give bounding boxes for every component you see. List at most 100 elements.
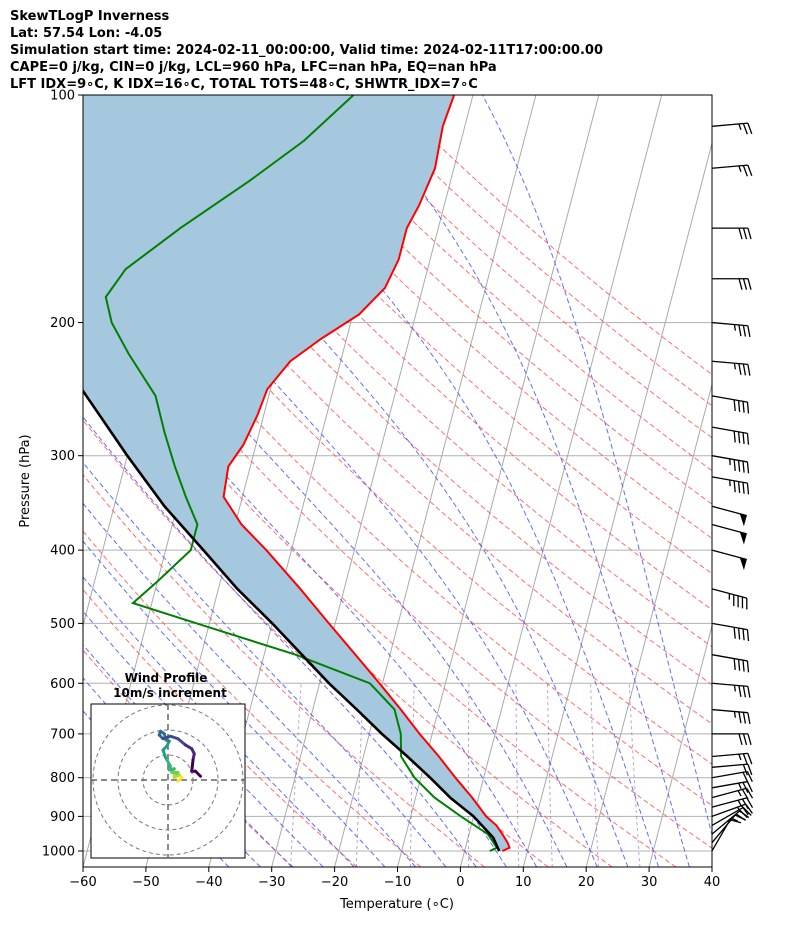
barb-staff: [711, 803, 747, 818]
barb-full: [738, 733, 743, 746]
dry-adiabat: [83, 265, 712, 849]
mixing-ratio-line: [590, 683, 599, 867]
mixing-ratio-line: [547, 683, 553, 867]
barb-staff: [711, 763, 748, 768]
wind-barb: [711, 360, 751, 376]
hodograph-segment: [164, 756, 172, 768]
barb-full: [747, 712, 751, 725]
moist-adiabat: [83, 416, 477, 867]
barb-full: [741, 798, 749, 810]
title-line-5: LFT IDX=9∘C, K IDX=16∘C, TOTAL TOTS=48∘C…: [10, 77, 478, 92]
barb-full: [738, 324, 742, 337]
barb-full: [737, 431, 741, 444]
barb-staff: [711, 426, 748, 435]
barb-half: [737, 790, 742, 797]
barb-full: [729, 819, 742, 824]
cape-shading: [83, 95, 510, 851]
barb-full: [735, 813, 746, 821]
y-axis-label: Pressure (hPa): [18, 434, 33, 527]
y-tick-label: 600: [50, 677, 75, 692]
barb-half: [733, 711, 737, 718]
barb-full: [742, 685, 747, 698]
wind-barb: [711, 803, 753, 818]
wind-barb: [711, 770, 753, 783]
x-tick-label: −50: [132, 875, 159, 890]
dry-adiabat: [191, 95, 712, 575]
wind-barb: [711, 682, 751, 698]
barb-staff: [711, 549, 747, 561]
y-tick-label: 100: [50, 89, 75, 104]
barb-staff: [711, 505, 747, 517]
barb-full: [747, 686, 751, 698]
moist-adiabat: [482, 95, 712, 837]
barb-staff: [711, 797, 747, 808]
barb-full: [733, 399, 736, 412]
dry-adiabat: [289, 95, 712, 472]
barb-full: [737, 628, 741, 640]
x-tick-label: −10: [384, 875, 411, 890]
barb-staff: [711, 523, 747, 535]
mixing-ratio-line: [355, 683, 364, 867]
dry-adiabat: [83, 315, 677, 867]
wind-barb: [711, 505, 747, 527]
barb-staff: [711, 321, 748, 327]
mixing-ratio-line: [515, 683, 520, 867]
barb-half: [737, 782, 742, 790]
y-tick-label: 1000: [42, 844, 75, 859]
barb-half: [738, 165, 742, 172]
wind-barb: [712, 227, 752, 240]
barb-staff: [711, 770, 748, 779]
x-tick-label: −20: [321, 875, 348, 890]
barb-half: [733, 685, 737, 692]
hodograph-segment: [190, 758, 195, 773]
barb-full: [746, 771, 753, 783]
wind-barb: [711, 708, 751, 725]
barb-flag: [739, 513, 747, 527]
isotherm-line: [585, 382, 712, 867]
axis-ticks: −60 −50 −40 −30 −20 −10 0 10 20 30 40 100 200 300 400 5…: [42, 89, 720, 891]
wind-barb: [711, 426, 750, 445]
barb-staff: [711, 682, 748, 688]
barb-full: [737, 659, 741, 671]
isotherm-line: [459, 95, 663, 867]
barb-full: [742, 432, 745, 445]
dry-adiabat: [93, 95, 712, 686]
dry-adiabat: [83, 474, 485, 867]
wind-barb: [711, 763, 753, 776]
barb-full: [738, 363, 742, 375]
barb-full: [742, 165, 748, 177]
barb-staff: [711, 806, 744, 826]
barb-full: [746, 629, 750, 642]
wind-barbs: [711, 122, 754, 852]
barb-full: [742, 461, 745, 473]
barb-full: [741, 805, 749, 816]
moist-adiabat: [216, 95, 659, 867]
title-line-3: Simulation start time: 2024-02-11_00:00:…: [10, 43, 603, 58]
dry-adiabat: [158, 95, 712, 611]
wind-barb: [711, 787, 754, 800]
mixing-ratio-line: [467, 683, 470, 867]
y-tick-label: 700: [50, 727, 75, 742]
hodograph-content: [91, 704, 245, 858]
moist-adiabat: [83, 150, 598, 867]
moist-adiabat: [83, 461, 447, 867]
title-line-4: CAPE=0 j/kg, CIN=0 j/kg, LCL=960 hPa, LF…: [10, 60, 497, 75]
dry-adiabat: [83, 216, 712, 807]
barb-full: [747, 227, 752, 240]
title-block: SkewTLogP Inverness Lat: 57.54 Lon: -4.0…: [10, 8, 603, 93]
barb-full: [747, 164, 753, 177]
barb-full: [738, 685, 742, 697]
title-line-1: SkewTLogP Inverness: [10, 9, 170, 24]
barb-full: [742, 712, 747, 724]
hodograph-title: Wind Profile: [125, 671, 208, 685]
barb-full: [747, 733, 752, 746]
cape-area: [83, 95, 510, 851]
wind-barb: [712, 733, 752, 746]
barb-full: [746, 433, 750, 445]
x-tick-label: 10: [515, 875, 532, 890]
y-tick-label: 200: [50, 316, 75, 331]
barb-full: [738, 711, 742, 724]
plot-area: [83, 95, 712, 867]
barb-full: [737, 481, 741, 493]
